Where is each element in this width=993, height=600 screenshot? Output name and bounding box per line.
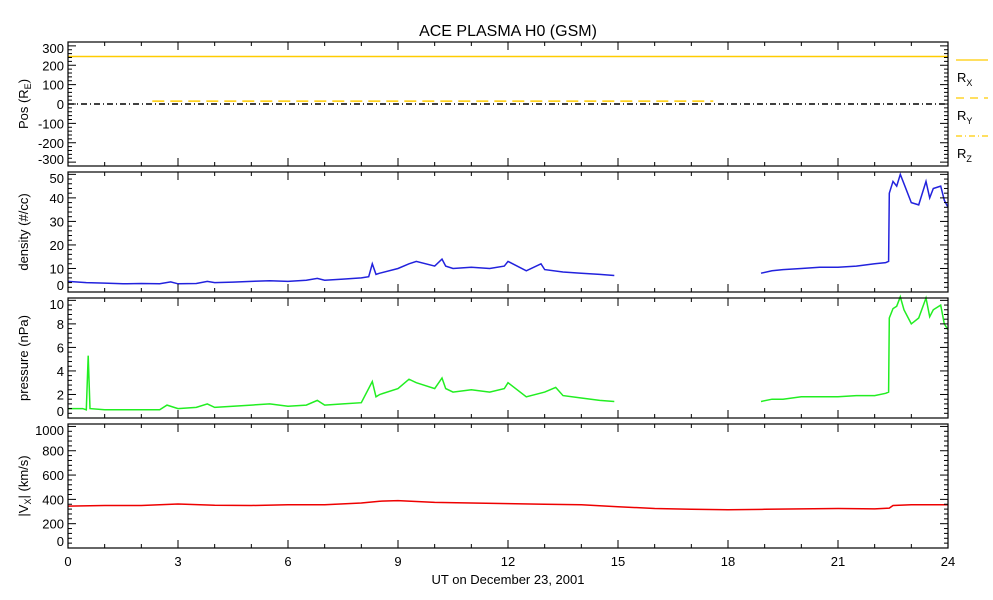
y-axis-label-subscript: E bbox=[23, 83, 33, 89]
legend-label-RX: RX bbox=[957, 70, 972, 88]
series-line-density-1 bbox=[760, 172, 949, 274]
y-axis-label-subscript: X bbox=[23, 499, 33, 505]
y-axis-label-text: density (#/cc) bbox=[16, 193, 31, 270]
series-line-pressure-1 bbox=[760, 294, 949, 403]
series-line-density-0 bbox=[67, 257, 615, 285]
chart-title: ACE PLASMA H0 (GSM) bbox=[419, 23, 597, 40]
y-tick-label: 30 bbox=[50, 214, 64, 229]
legend-label-subscript: X bbox=[966, 78, 972, 88]
y-tick-label: 4 bbox=[57, 364, 64, 379]
y-axis-label-text: pressure (nPa) bbox=[16, 315, 31, 401]
x-axis-label: UT on December 23, 2001 bbox=[432, 572, 585, 587]
series-line-pressure-0 bbox=[68, 355, 615, 411]
y-tick-label: 400 bbox=[42, 492, 64, 507]
y-tick-label: 20 bbox=[50, 238, 64, 253]
y-axis-label: density (#/cc) bbox=[16, 193, 31, 270]
x-tick-label: 15 bbox=[611, 554, 625, 569]
y-tick-label: 10 bbox=[50, 297, 64, 312]
panel-2: 10 8 6 4 2 0 pressure (nPa) bbox=[16, 294, 949, 419]
legend-label-subscript: Z bbox=[966, 154, 972, 164]
legend-label-RZ: RZ bbox=[957, 146, 972, 164]
y-tick-label: 200 bbox=[42, 517, 64, 532]
panel-3: 1000 800 600 400 200 0 |VX| (km/s) bbox=[16, 423, 949, 549]
x-tick-label: 0 bbox=[64, 554, 71, 569]
y-tick-label: -200 bbox=[38, 136, 64, 151]
x-tick-label: 18 bbox=[721, 554, 735, 569]
y-tick-label: 10 bbox=[50, 261, 64, 276]
legend-label-RY: RY bbox=[957, 108, 972, 126]
legend-label-text: R bbox=[957, 70, 966, 85]
y-tick-label: -100 bbox=[38, 116, 64, 131]
y-tick-label: 200 bbox=[42, 58, 64, 73]
y-tick-label: 2 bbox=[57, 387, 64, 402]
y-axis-label-end: | (km/s) bbox=[16, 455, 31, 498]
x-tick-label: 6 bbox=[284, 554, 291, 569]
y-tick-label: 0 bbox=[57, 404, 64, 419]
y-axis-label: Pos (RE) bbox=[16, 79, 33, 129]
x-tick-label: 3 bbox=[174, 554, 181, 569]
x-tick-label: 12 bbox=[501, 554, 515, 569]
x-tick-label: 24 bbox=[941, 554, 955, 569]
legend-label-text: R bbox=[957, 146, 966, 161]
y-axis-label-text: Pos (R bbox=[16, 89, 31, 129]
legend-label-subscript: Y bbox=[966, 116, 972, 126]
y-tick-label: -300 bbox=[38, 152, 64, 167]
y-tick-label: 50 bbox=[50, 171, 64, 186]
legend-label-text: R bbox=[957, 108, 966, 123]
y-axis-label: |VX| (km/s) bbox=[16, 455, 33, 516]
x-tick-label: 21 bbox=[831, 554, 845, 569]
y-tick-label: 800 bbox=[42, 444, 64, 459]
x-tick-label: 9 bbox=[394, 554, 401, 569]
series-line-Vx-0 bbox=[67, 499, 948, 511]
y-axis-label-text: |V bbox=[16, 504, 31, 516]
y-tick-label: 0 bbox=[57, 534, 64, 549]
y-axis-label: pressure (nPa) bbox=[16, 315, 31, 401]
y-tick-label: 0 bbox=[57, 97, 64, 112]
y-tick-label: 1000 bbox=[35, 423, 64, 438]
y-tick-label: 100 bbox=[42, 78, 64, 93]
y-tick-label: 0 bbox=[57, 278, 64, 293]
y-tick-label: 40 bbox=[50, 191, 64, 206]
y-tick-label: 600 bbox=[42, 468, 64, 483]
panel-frame bbox=[67, 423, 949, 549]
panel-1: 50 40 30 20 10 0 density (#/cc) bbox=[16, 171, 949, 293]
panel-frame bbox=[67, 297, 949, 419]
y-tick-label: 8 bbox=[57, 317, 64, 332]
y-axis-label-end: ) bbox=[16, 79, 31, 83]
panel-frame bbox=[67, 171, 949, 293]
y-tick-label: 6 bbox=[57, 340, 64, 355]
y-tick-label: 300 bbox=[42, 41, 64, 56]
